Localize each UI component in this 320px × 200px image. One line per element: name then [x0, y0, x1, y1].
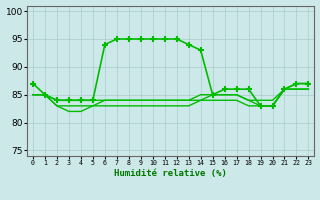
X-axis label: Humidité relative (%): Humidité relative (%) [114, 169, 227, 178]
